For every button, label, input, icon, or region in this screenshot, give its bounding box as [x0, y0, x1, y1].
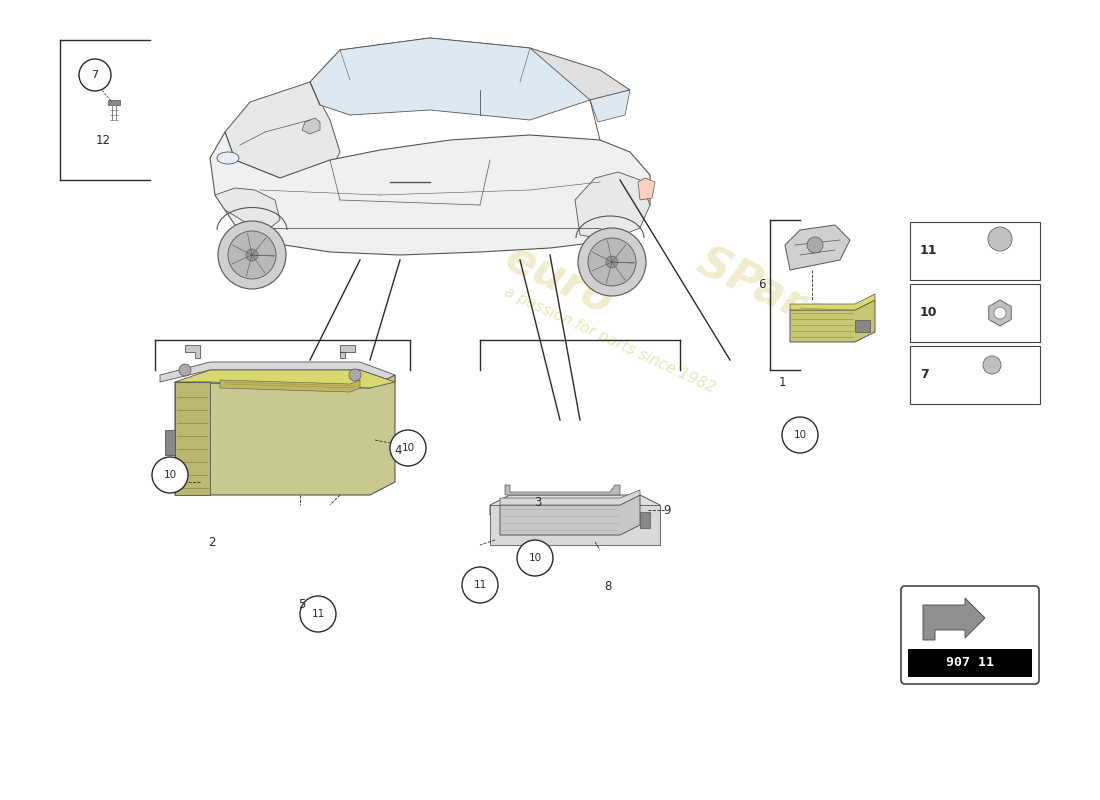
Polygon shape: [340, 345, 355, 358]
Text: 11: 11: [920, 245, 937, 258]
Polygon shape: [638, 178, 654, 200]
Polygon shape: [500, 495, 640, 535]
Ellipse shape: [217, 152, 239, 164]
Text: 907 11: 907 11: [946, 657, 994, 670]
Text: 11: 11: [311, 609, 324, 619]
Polygon shape: [855, 320, 870, 332]
Circle shape: [807, 237, 823, 253]
Circle shape: [462, 567, 498, 603]
Circle shape: [782, 417, 818, 453]
Polygon shape: [175, 370, 395, 388]
Text: 10: 10: [793, 430, 806, 440]
Ellipse shape: [246, 249, 258, 261]
Polygon shape: [214, 188, 280, 228]
Polygon shape: [175, 375, 395, 495]
Circle shape: [79, 59, 111, 91]
Text: euro: euro: [498, 236, 620, 324]
Polygon shape: [310, 38, 630, 100]
Circle shape: [994, 307, 1006, 319]
Polygon shape: [302, 118, 320, 134]
Polygon shape: [108, 100, 120, 105]
Circle shape: [349, 369, 361, 381]
Ellipse shape: [578, 228, 646, 296]
Text: 5: 5: [298, 598, 306, 611]
Polygon shape: [165, 430, 175, 455]
Circle shape: [152, 457, 188, 493]
Polygon shape: [500, 490, 640, 505]
Polygon shape: [505, 485, 620, 495]
Ellipse shape: [588, 238, 636, 286]
Text: 4: 4: [394, 443, 402, 457]
Circle shape: [983, 356, 1001, 374]
Text: 10: 10: [920, 306, 937, 319]
Circle shape: [988, 227, 1012, 251]
Circle shape: [390, 430, 426, 466]
Text: 7: 7: [920, 369, 928, 382]
Polygon shape: [490, 505, 660, 545]
Ellipse shape: [606, 256, 618, 268]
Polygon shape: [923, 598, 984, 640]
Text: 10: 10: [402, 443, 415, 453]
Polygon shape: [785, 225, 850, 270]
Text: 1: 1: [779, 375, 785, 389]
Polygon shape: [175, 382, 210, 495]
Ellipse shape: [228, 231, 276, 279]
Polygon shape: [989, 300, 1011, 326]
FancyBboxPatch shape: [901, 586, 1040, 684]
Text: 11: 11: [473, 580, 486, 590]
Polygon shape: [640, 512, 650, 528]
Bar: [910, 346, 1040, 404]
Polygon shape: [185, 345, 200, 358]
Bar: [908, 649, 1032, 677]
Bar: [910, 284, 1040, 342]
Polygon shape: [310, 38, 590, 120]
Ellipse shape: [218, 221, 286, 289]
Polygon shape: [220, 380, 360, 392]
Text: 10: 10: [528, 553, 541, 563]
Text: 8: 8: [604, 581, 612, 594]
Polygon shape: [160, 362, 395, 382]
Text: 12: 12: [96, 134, 110, 146]
Text: a passion for parts since 1982: a passion for parts since 1982: [503, 285, 718, 395]
Text: 10: 10: [164, 470, 177, 480]
Text: SPares: SPares: [620, 208, 862, 352]
Polygon shape: [575, 172, 650, 240]
Text: 6: 6: [758, 278, 766, 291]
Text: 9: 9: [663, 505, 671, 518]
Polygon shape: [210, 132, 650, 255]
Circle shape: [517, 540, 553, 576]
Circle shape: [179, 364, 191, 376]
Bar: [910, 222, 1040, 280]
Circle shape: [300, 596, 336, 632]
Polygon shape: [226, 82, 340, 178]
Text: 3: 3: [535, 495, 541, 509]
Text: 7: 7: [91, 70, 99, 80]
Polygon shape: [790, 294, 874, 310]
Polygon shape: [490, 495, 660, 515]
Polygon shape: [790, 300, 874, 342]
Polygon shape: [590, 90, 630, 122]
Text: 2: 2: [208, 535, 216, 549]
